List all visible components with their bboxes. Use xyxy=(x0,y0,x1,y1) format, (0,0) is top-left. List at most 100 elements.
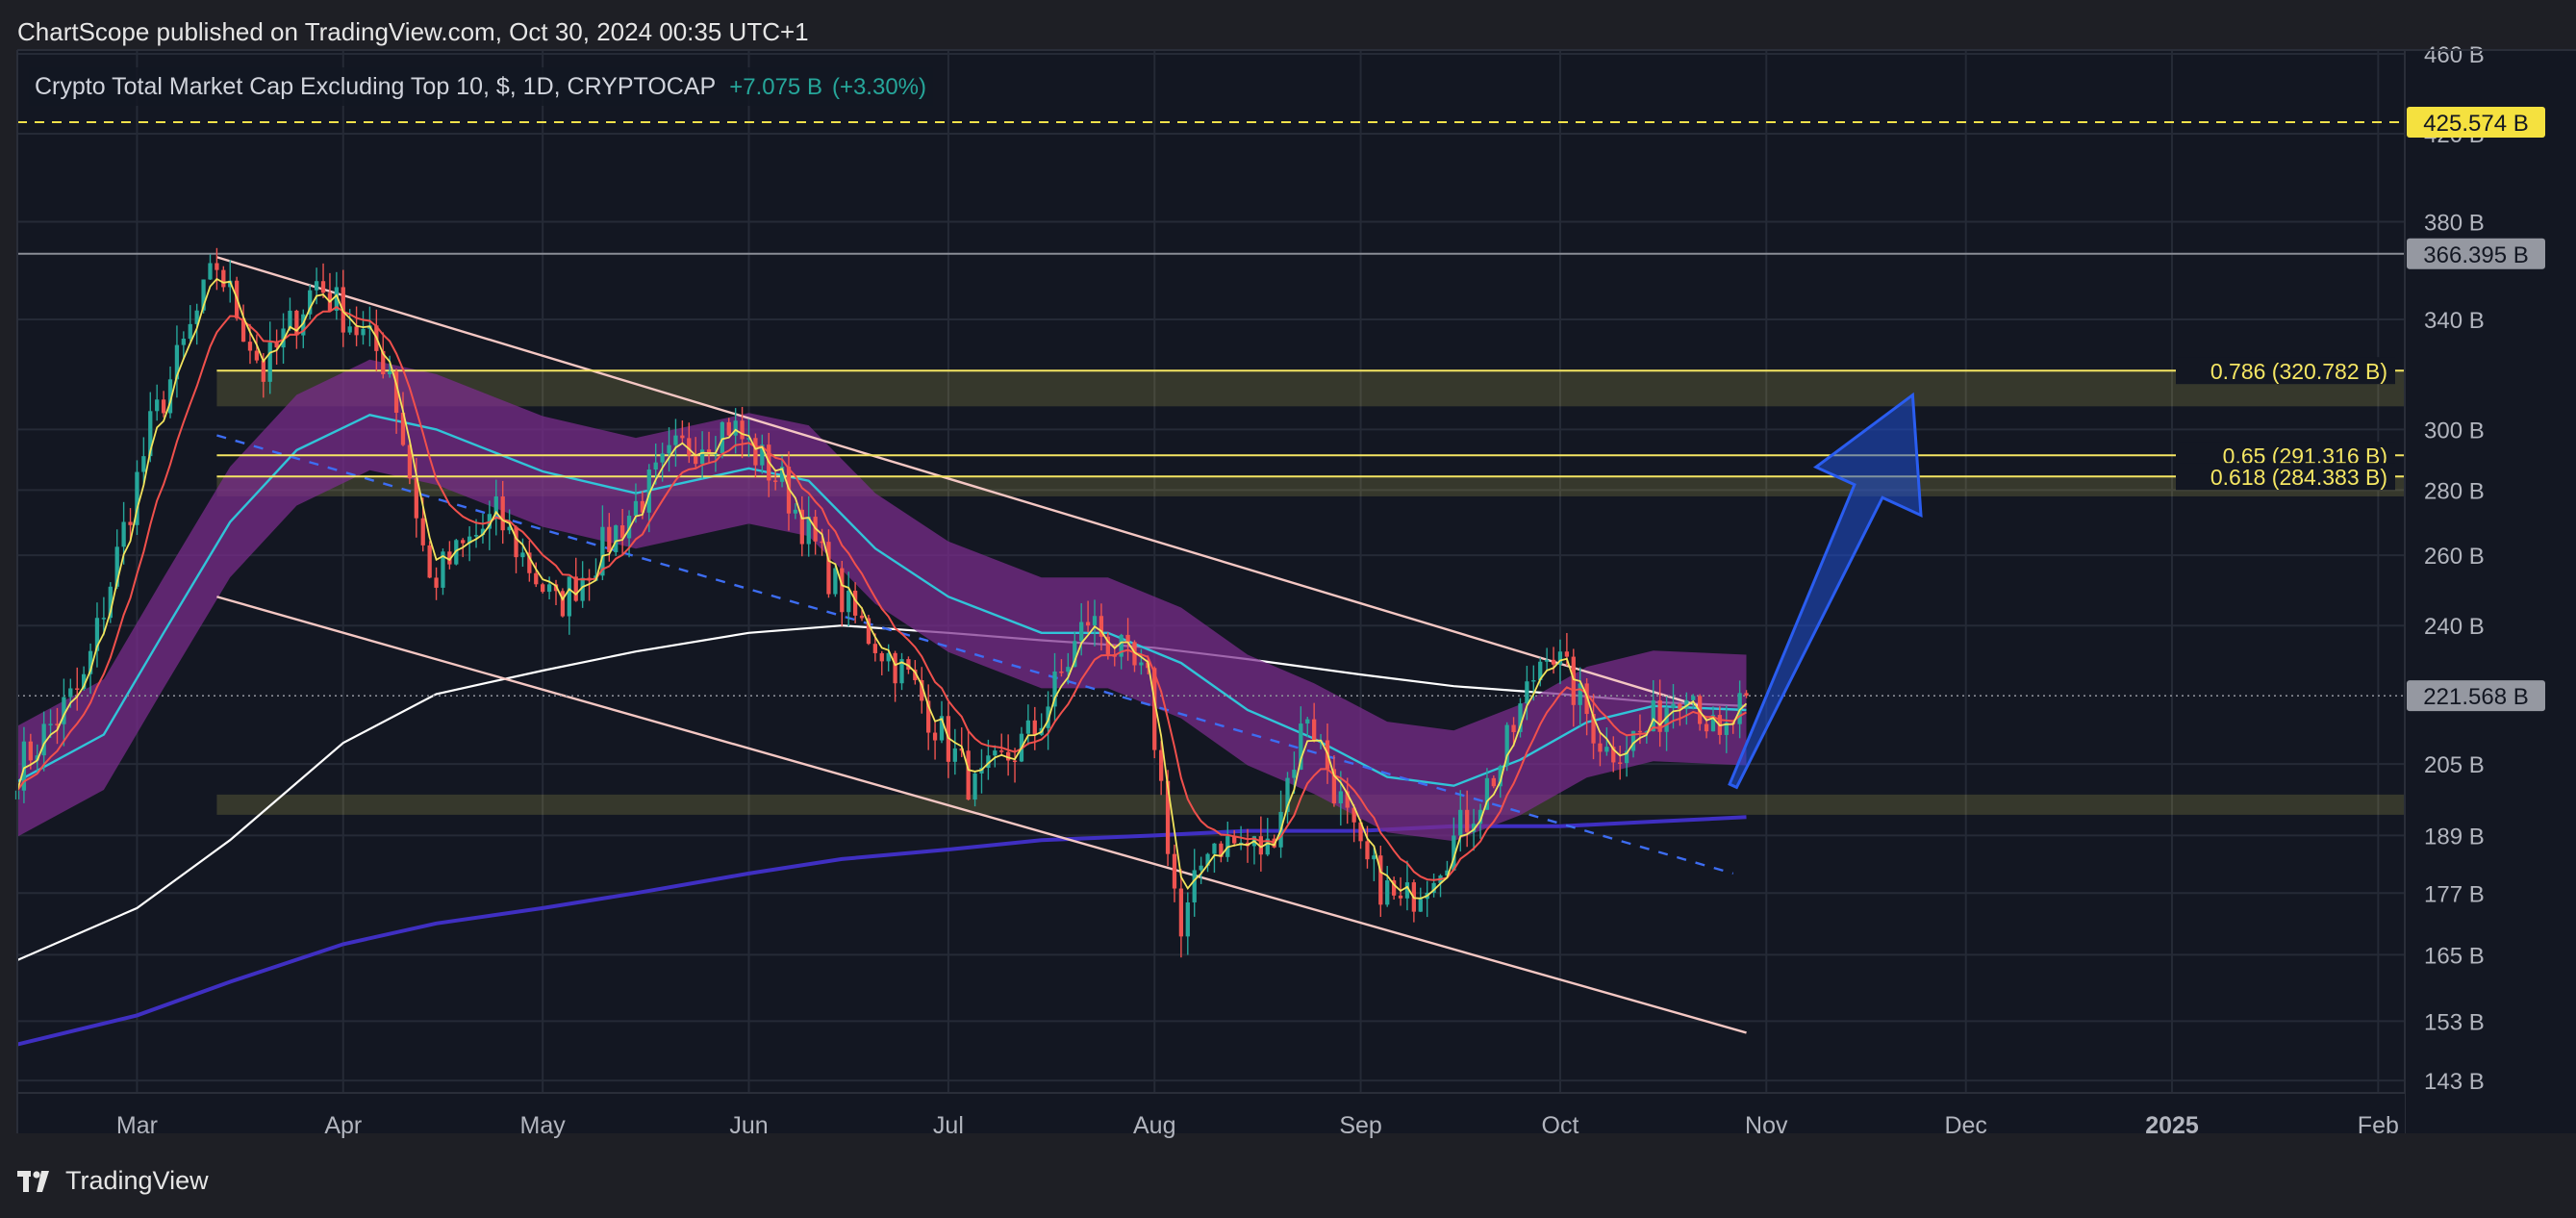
candle-body xyxy=(381,350,386,375)
candle-body xyxy=(1212,843,1217,854)
price-zone xyxy=(216,369,2406,407)
candle-body xyxy=(441,551,445,588)
candle-body xyxy=(414,478,418,519)
candle-body xyxy=(1192,870,1197,902)
y-tick-label: 260 B xyxy=(2424,544,2485,570)
candle-body xyxy=(726,421,731,436)
candle-body xyxy=(1518,703,1523,732)
candle-body xyxy=(1664,708,1669,732)
candle-body xyxy=(500,496,505,531)
candle-body xyxy=(1178,888,1184,937)
candle-body xyxy=(972,773,977,800)
x-tick-label: Oct xyxy=(1542,1112,1579,1139)
candle-body xyxy=(1504,724,1509,767)
candle-body xyxy=(261,360,265,382)
candle-body xyxy=(388,371,392,375)
fib-level-label: 0.786 (320.782 B) xyxy=(2210,359,2387,384)
candle-body xyxy=(1598,743,1603,752)
channel-lower-line xyxy=(216,596,1747,1034)
x-tick-label: Sep xyxy=(1339,1112,1381,1139)
candle-body xyxy=(820,541,824,544)
yellow-moving-average-line xyxy=(16,277,1748,900)
candle-body xyxy=(467,536,472,544)
candle-body xyxy=(1551,659,1556,665)
candle-body xyxy=(673,435,678,445)
candle-body xyxy=(1172,853,1177,889)
candle-body xyxy=(687,438,692,456)
candle-body xyxy=(121,521,126,547)
candle-body xyxy=(1199,865,1203,871)
x-tick-label: Dec xyxy=(1944,1112,1986,1139)
candle-body xyxy=(473,535,479,537)
candle-body xyxy=(840,568,845,613)
price-tag-background xyxy=(2407,680,2545,712)
candle-body xyxy=(148,411,153,457)
candle-body xyxy=(1305,719,1310,724)
candle-body xyxy=(221,269,226,288)
y-tick-label: 189 B xyxy=(2424,824,2485,850)
candle-body xyxy=(62,697,66,724)
candle-body xyxy=(1365,841,1370,860)
candle-body xyxy=(1219,843,1224,857)
candle-body xyxy=(320,281,326,293)
x-tick-label: Jun xyxy=(729,1112,768,1139)
publisher-line: ChartScope published on TradingView.com,… xyxy=(17,17,809,46)
candle-body xyxy=(932,732,938,741)
candle-body xyxy=(1299,723,1303,771)
candle-body xyxy=(879,652,884,662)
candle-body xyxy=(1445,870,1450,876)
candle-body xyxy=(1372,855,1376,860)
candle-body xyxy=(619,525,625,539)
candle-body xyxy=(872,644,878,653)
candle-body xyxy=(514,526,518,558)
candle-body xyxy=(1591,714,1596,744)
candle-body xyxy=(1684,699,1689,710)
candle-body xyxy=(600,526,605,576)
x-tick-label: Apr xyxy=(324,1112,362,1139)
candle-body xyxy=(913,669,918,680)
candle-body xyxy=(833,568,838,595)
tradingview-logo-icon xyxy=(17,1170,49,1192)
candle-body xyxy=(461,540,466,544)
channel-upper-line xyxy=(216,256,1701,707)
candle-body xyxy=(646,469,651,513)
candle-body xyxy=(779,467,785,482)
candle-body xyxy=(886,652,891,662)
y-tick-label: 300 B xyxy=(2424,418,2485,444)
candle-body xyxy=(1564,651,1570,657)
candle-body xyxy=(48,723,53,725)
candle-body xyxy=(899,659,904,684)
change-percent: (+3.30%) xyxy=(832,74,926,100)
candle-body xyxy=(1491,777,1496,787)
candle-body xyxy=(906,659,911,670)
candle-body xyxy=(740,420,745,440)
candle-body xyxy=(660,453,665,463)
candle-body xyxy=(240,317,246,343)
y-tick-label: 165 B xyxy=(2424,943,2485,969)
candle-body xyxy=(161,399,166,414)
candle-body xyxy=(753,438,758,466)
candle-body xyxy=(680,435,685,439)
projection-arrow xyxy=(1728,392,1923,790)
candle-body xyxy=(893,652,897,684)
candle-body xyxy=(1398,895,1403,899)
candle-body xyxy=(1604,747,1609,752)
tradingview-brand[interactable]: TradingView xyxy=(17,1166,209,1196)
candle-body xyxy=(520,552,525,558)
legend-background xyxy=(29,67,933,106)
candle-body xyxy=(1385,880,1390,905)
candle-body xyxy=(507,526,512,531)
candle-body xyxy=(141,456,146,472)
candle-body xyxy=(128,521,133,525)
candle-body xyxy=(607,526,612,552)
price-tag-label: 425.574 B xyxy=(2423,111,2528,137)
candle-body xyxy=(614,525,619,552)
price-axis-panel xyxy=(2405,50,2576,1133)
chart-title: Crypto Total Market Cap Excluding Top 10… xyxy=(35,73,716,100)
candle-body xyxy=(1651,699,1655,732)
candle-body xyxy=(1624,750,1629,764)
candle-body xyxy=(667,444,671,454)
candle-body xyxy=(334,287,339,311)
candle-body xyxy=(1099,616,1104,637)
